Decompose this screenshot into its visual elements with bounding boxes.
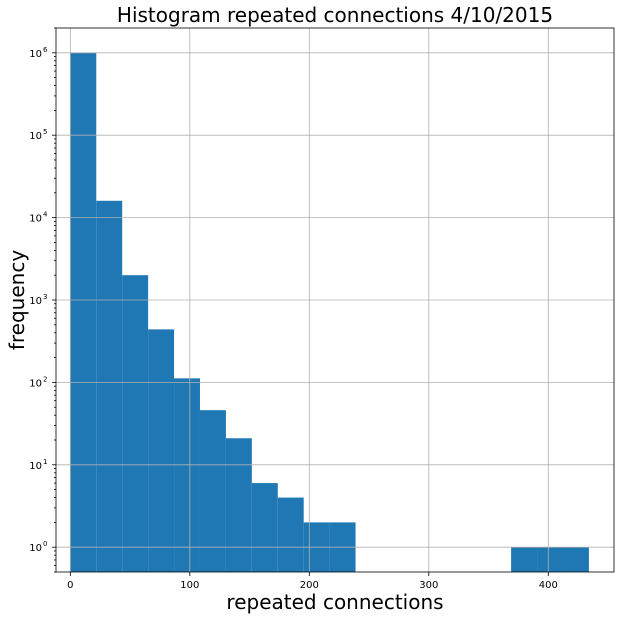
y-tick-label: 10 (29, 131, 42, 142)
y-tick-label: 10 (29, 461, 42, 472)
y-axis-label: frequency (5, 250, 29, 350)
histogram-bar (537, 547, 563, 572)
histogram-bar (148, 329, 175, 572)
y-tick-label: 10 (29, 543, 42, 554)
histogram-bar (70, 52, 97, 573)
histogram-bar (225, 438, 252, 572)
y-tick-exponent: 1 (43, 458, 47, 466)
x-tick-label: 100 (180, 580, 199, 591)
y-tick-label: 10 (29, 296, 42, 307)
histogram-bar (199, 410, 226, 572)
y-tick-label: 10 (29, 49, 42, 60)
histogram-bar (251, 483, 278, 572)
y-tick-exponent: 6 (43, 46, 48, 54)
y-tick-exponent: 5 (43, 128, 47, 136)
y-tick-exponent: 0 (43, 540, 47, 548)
x-tick-label: 200 (300, 580, 319, 591)
y-tick-label: 10 (29, 214, 42, 225)
y-tick-exponent: 3 (43, 293, 47, 301)
x-axis-label: repeated connections (226, 590, 443, 614)
histogram-bars (56, 28, 614, 573)
y-tick-label: 10 (29, 378, 42, 389)
histogram-bar (511, 547, 538, 572)
histogram-bar (96, 200, 123, 572)
x-tick-label: 300 (419, 580, 438, 591)
histogram-bar (277, 497, 304, 572)
histogram-bar (174, 378, 200, 572)
chart-title: Histogram repeated connections 4/10/2015 (117, 3, 553, 27)
histogram-bar (562, 547, 589, 572)
x-tick-label: 400 (539, 580, 558, 591)
y-tick-exponent: 4 (43, 211, 48, 219)
histogram-bar (122, 275, 149, 572)
x-tick-label: 0 (67, 580, 73, 591)
x-axis-ticks: 0 100 200 300 400 (67, 572, 558, 591)
y-tick-exponent: 2 (43, 375, 47, 383)
